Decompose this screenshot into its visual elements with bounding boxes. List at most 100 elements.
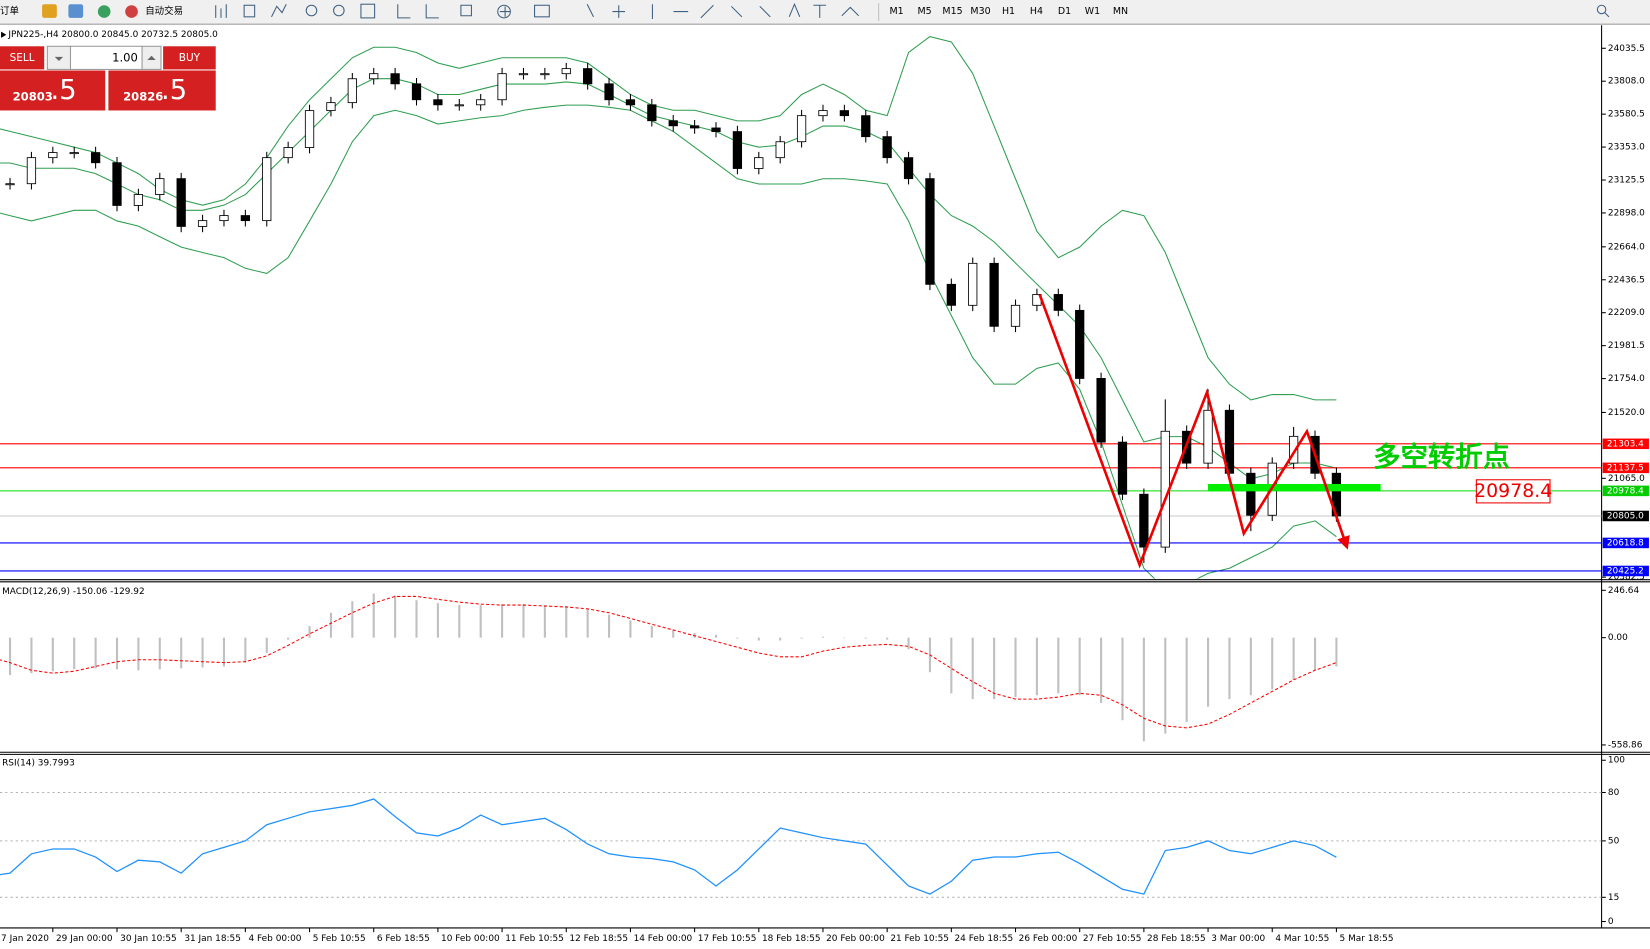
macd-bar xyxy=(394,595,397,638)
x-tick-label: 3 Mar 00:00 xyxy=(1211,934,1265,944)
timeframe-button[interactable]: H1 xyxy=(1002,6,1015,17)
sell-button[interactable] xyxy=(0,46,45,70)
buy-button[interactable] xyxy=(163,46,216,70)
timeframe-button[interactable]: MN xyxy=(1113,6,1128,17)
search-icon[interactable] xyxy=(1604,12,1610,18)
main-panel xyxy=(0,36,1602,579)
candle-body xyxy=(711,127,721,133)
x-tick-label: 21 Feb 10:55 xyxy=(890,934,949,944)
macd-bar xyxy=(714,634,718,638)
x-tick-label: 28 Feb 18:55 xyxy=(1147,934,1206,944)
macd-bar xyxy=(94,637,97,669)
ask-frac[interactable]: .5 xyxy=(161,75,187,106)
candle-body xyxy=(1246,472,1256,516)
sell-label[interactable]: SELL xyxy=(10,52,35,64)
macd-bar xyxy=(907,637,910,650)
timeframes: M1 M5 M15 M30 H1 H4 D1 W1 MN xyxy=(889,6,1128,17)
band-lower xyxy=(0,104,1337,579)
y-tick-label: 24035.5 xyxy=(1608,44,1645,54)
header-icon xyxy=(1,31,7,38)
y-tick-label: 0 xyxy=(1608,917,1614,927)
order-button[interactable]: 订单 xyxy=(0,5,19,17)
bid-box[interactable] xyxy=(0,70,106,111)
trade-panel: SELL 1.00 BUY 20803 .5 20826 .5 xyxy=(0,45,216,111)
timeframe-button[interactable]: D1 xyxy=(1058,6,1071,17)
search-icon[interactable] xyxy=(1596,4,1607,15)
band-middle xyxy=(0,78,1337,480)
macd-bar xyxy=(1335,637,1338,667)
candle-body xyxy=(1096,378,1106,443)
candle-body xyxy=(240,215,250,222)
candle-body xyxy=(946,283,956,306)
candle-body xyxy=(668,120,678,127)
macd-bar xyxy=(436,603,439,638)
candle-body xyxy=(497,73,507,101)
macd-bar xyxy=(1292,637,1295,680)
macd-bar xyxy=(993,637,996,700)
x-tick-label: 10 Feb 00:00 xyxy=(441,934,500,944)
x-tick-label: 31 Jan 18:55 xyxy=(184,934,241,944)
price-label-bg xyxy=(1602,537,1649,549)
candle-body xyxy=(197,220,208,227)
candle-body xyxy=(732,131,743,169)
macd-bar xyxy=(115,637,119,670)
timeframe-button[interactable]: M5 xyxy=(917,6,931,17)
macd-bar xyxy=(522,604,525,638)
price-label-bg xyxy=(1602,565,1649,577)
icon[interactable] xyxy=(68,4,84,18)
y-tick-label: 23808.0 xyxy=(1608,77,1645,87)
price-label-bg xyxy=(1602,438,1649,450)
macd-bar xyxy=(458,605,461,638)
candle-body xyxy=(69,152,79,155)
candle-body xyxy=(112,162,122,206)
y-tick-label: -558.86 xyxy=(1608,740,1643,750)
x-tick-label: 26 Feb 00:00 xyxy=(1019,934,1078,944)
x-tick-label: 14 Feb 00:00 xyxy=(634,934,693,944)
autotrade-icon[interactable] xyxy=(125,5,138,18)
macd-bar xyxy=(222,637,226,667)
macd-bar xyxy=(265,637,268,654)
timeframe-button[interactable]: M1 xyxy=(889,6,903,17)
macd-bar xyxy=(287,637,290,640)
timeframe-button[interactable]: M15 xyxy=(942,6,962,17)
buy-label[interactable]: BUY xyxy=(179,52,201,64)
axes: 24035.5 23808.0 23580.5 23353.0 23125.5 22898… xyxy=(1,44,1649,944)
macd-bar xyxy=(629,620,632,638)
x-tick-label: 5 Mar 18:55 xyxy=(1340,934,1394,944)
timeframe-button[interactable]: W1 xyxy=(1085,6,1100,17)
icon[interactable] xyxy=(42,4,57,18)
candle-body xyxy=(390,73,400,85)
timeframe-button[interactable]: M30 xyxy=(970,6,990,17)
tool-icons[interactable] xyxy=(215,2,860,19)
candle-body xyxy=(818,110,828,117)
lot-down-icon[interactable] xyxy=(54,56,64,62)
lot-up-icon[interactable] xyxy=(147,55,156,60)
autotrade-button[interactable]: 自动交易 xyxy=(145,5,183,17)
marker-label: 20978.4 xyxy=(1474,480,1552,502)
candle-body xyxy=(989,262,999,327)
macd-bar xyxy=(886,637,889,640)
macd-bar xyxy=(821,636,825,638)
icon[interactable] xyxy=(97,5,111,18)
x-tick-label: 6 Feb 18:55 xyxy=(377,934,430,944)
marker-box xyxy=(1475,479,1551,504)
x-tick-label: 18 Feb 18:55 xyxy=(762,934,821,944)
timeframe-button[interactable]: H4 xyxy=(1030,6,1043,17)
candle-body xyxy=(796,115,807,143)
candle-body xyxy=(1053,294,1063,311)
candle-body xyxy=(775,141,785,159)
macd-title: MACD(12,26,9) -150.06 -129.92 xyxy=(2,587,145,597)
macd-bar xyxy=(137,637,140,671)
ask-main[interactable]: 20826 xyxy=(123,89,163,103)
macd-bar xyxy=(1014,637,1017,698)
y-tick-label: 23353.0 xyxy=(1608,143,1645,153)
ask-box[interactable] xyxy=(108,70,216,111)
x-tick-label: 30 Jan 10:55 xyxy=(120,934,177,944)
price-label-bg xyxy=(1602,485,1649,497)
bid-main[interactable]: 20803 xyxy=(13,89,53,103)
macd-bar xyxy=(30,637,33,674)
annotation: 多空转折点 xyxy=(1373,441,1510,473)
bid-frac[interactable]: .5 xyxy=(51,75,77,106)
y-tick-label: 22898.0 xyxy=(1608,208,1645,218)
lot-value[interactable]: 1.00 xyxy=(112,50,138,64)
